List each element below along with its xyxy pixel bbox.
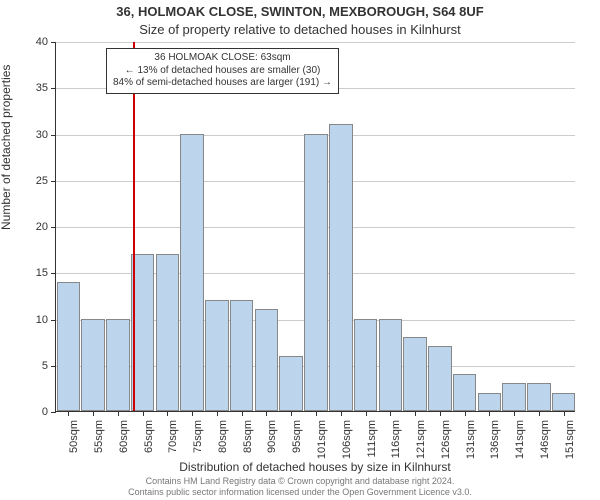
x-tick-label: 75sqm <box>192 420 204 460</box>
bar <box>527 383 551 411</box>
reference-line <box>133 42 135 411</box>
y-tick-mark <box>51 135 56 136</box>
y-tick-label: 25 <box>28 175 48 187</box>
x-tick-label: 121sqm <box>415 420 427 460</box>
x-axis-label: Distribution of detached houses by size … <box>55 460 575 474</box>
credits: Contains HM Land Registry data © Crown c… <box>0 476 600 498</box>
credit-line1: Contains HM Land Registry data © Crown c… <box>0 476 600 487</box>
y-tick-label: 35 <box>28 82 48 94</box>
x-tick-label: 116sqm <box>390 420 402 460</box>
y-tick-label: 0 <box>28 406 48 418</box>
y-tick-mark <box>51 181 56 182</box>
chart-title: 36, HOLMOAK CLOSE, SWINTON, MEXBOROUGH, … <box>0 4 600 19</box>
chart-subtitle: Size of property relative to detached ho… <box>0 22 600 37</box>
annotation-box: 36 HOLMOAK CLOSE: 63sqm ← 13% of detache… <box>106 48 339 94</box>
x-tick-mark <box>390 411 391 416</box>
y-tick-label: 15 <box>28 267 48 279</box>
bar <box>255 309 279 411</box>
y-tick-mark <box>51 366 56 367</box>
bar <box>354 319 378 412</box>
bar <box>180 134 204 412</box>
y-tick-mark <box>51 320 56 321</box>
credit-line2: Contains public sector information licen… <box>0 487 600 498</box>
x-tick-mark <box>242 411 243 416</box>
annotation-line3: 84% of semi-detached houses are larger (… <box>113 77 332 90</box>
x-tick-mark <box>167 411 168 416</box>
annotation-line1: 36 HOLMOAK CLOSE: 63sqm <box>113 52 332 65</box>
x-tick-mark <box>266 411 267 416</box>
bar <box>230 300 254 411</box>
x-tick-label: 90sqm <box>266 420 278 460</box>
x-tick-label: 50sqm <box>68 420 80 460</box>
y-tick-label: 40 <box>28 36 48 48</box>
x-tick-mark <box>489 411 490 416</box>
bar <box>478 393 502 412</box>
bar <box>453 374 477 411</box>
x-tick-mark <box>366 411 367 416</box>
x-tick-mark <box>316 411 317 416</box>
x-tick-label: 141sqm <box>514 420 526 460</box>
x-tick-mark <box>440 411 441 416</box>
chart-container: 36, HOLMOAK CLOSE, SWINTON, MEXBOROUGH, … <box>0 0 600 500</box>
x-tick-label: 101sqm <box>316 420 328 460</box>
y-tick-mark <box>51 227 56 228</box>
y-tick-label: 10 <box>28 314 48 326</box>
x-tick-label: 80sqm <box>217 420 229 460</box>
y-axis-label: Number of detached properties <box>0 65 13 230</box>
x-tick-mark <box>192 411 193 416</box>
bar <box>428 346 452 411</box>
annotation-line2: ← 13% of detached houses are smaller (30… <box>113 65 332 78</box>
bar <box>502 383 526 411</box>
x-tick-label: 65sqm <box>143 420 155 460</box>
x-tick-label: 70sqm <box>167 420 179 460</box>
bar <box>81 319 105 412</box>
x-tick-mark <box>341 411 342 416</box>
plot-area: 051015202530354050sqm55sqm60sqm65sqm70sq… <box>55 42 575 412</box>
x-tick-label: 60sqm <box>118 420 130 460</box>
x-tick-label: 136sqm <box>489 420 501 460</box>
y-tick-mark <box>51 412 56 413</box>
x-tick-mark <box>465 411 466 416</box>
y-tick-label: 5 <box>28 360 48 372</box>
x-tick-mark <box>291 411 292 416</box>
bar <box>106 319 130 412</box>
y-tick-mark <box>51 273 56 274</box>
x-tick-mark <box>514 411 515 416</box>
x-tick-label: 55sqm <box>93 420 105 460</box>
bar <box>304 134 328 412</box>
y-tick-mark <box>51 42 56 43</box>
x-tick-mark <box>93 411 94 416</box>
x-tick-mark <box>68 411 69 416</box>
x-tick-label: 111sqm <box>366 420 378 460</box>
x-tick-label: 131sqm <box>465 420 477 460</box>
x-tick-mark <box>217 411 218 416</box>
bar <box>403 337 427 411</box>
x-tick-mark <box>564 411 565 416</box>
x-tick-label: 146sqm <box>539 420 551 460</box>
bar <box>57 282 81 412</box>
bar <box>552 393 576 412</box>
bar <box>156 254 180 411</box>
x-tick-mark <box>415 411 416 416</box>
x-tick-mark <box>118 411 119 416</box>
x-tick-mark <box>539 411 540 416</box>
x-tick-mark <box>143 411 144 416</box>
x-tick-label: 151sqm <box>564 420 576 460</box>
y-tick-label: 30 <box>28 129 48 141</box>
x-tick-label: 126sqm <box>440 420 452 460</box>
bar <box>379 319 403 412</box>
x-tick-label: 85sqm <box>242 420 254 460</box>
bar <box>205 300 229 411</box>
x-tick-label: 106sqm <box>341 420 353 460</box>
bar <box>329 124 353 411</box>
x-tick-label: 95sqm <box>291 420 303 460</box>
y-tick-mark <box>51 88 56 89</box>
bar <box>279 356 303 412</box>
y-tick-label: 20 <box>28 221 48 233</box>
